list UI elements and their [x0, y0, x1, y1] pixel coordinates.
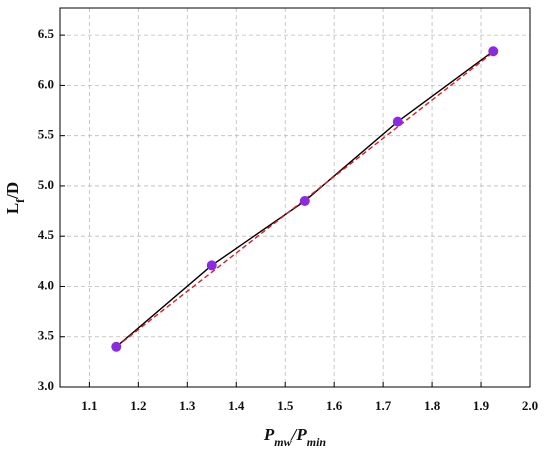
y-tick-label: 6.5 [38, 26, 55, 41]
x-tick-label: 1.2 [130, 398, 146, 413]
x-tick-label: 2.0 [522, 398, 538, 413]
y-tick-label: 4.0 [38, 277, 54, 292]
data-point [206, 260, 217, 271]
label-subscript: min [307, 435, 327, 449]
x-tick-label: 1.9 [473, 398, 490, 413]
x-tick-label: 1.5 [277, 398, 294, 413]
y-tick-label: 5.5 [38, 127, 55, 142]
label-subscript: f [13, 198, 27, 203]
x-tick-label: 1.3 [179, 398, 196, 413]
label-subscript: mw [274, 435, 292, 449]
y-tick-label: 3.5 [38, 328, 55, 343]
x-tick-label: 1.4 [228, 398, 245, 413]
data-point [488, 46, 499, 57]
label-text: /P [290, 425, 308, 444]
data-point [392, 116, 403, 127]
x-tick-label: 1.7 [375, 398, 392, 413]
y-tick-label: 5.0 [38, 177, 54, 192]
plot-frame [59, 7, 531, 388]
y-tick-label: 6.0 [38, 76, 54, 91]
data-point [111, 341, 122, 352]
y-axis-label: Lf/D [3, 182, 27, 214]
x-tick-label: 1.8 [424, 398, 441, 413]
label-text: P [263, 425, 275, 444]
label-text: /D [3, 182, 22, 200]
y-tick-label: 3.0 [38, 378, 54, 393]
label-text: L [3, 203, 22, 214]
x-tick-label: 1.1 [81, 398, 97, 413]
x-axis-label: Pmw/Pmin [263, 425, 327, 449]
data-point [299, 196, 310, 207]
x-tick-label: 1.6 [326, 398, 343, 413]
y-tick-label: 4.5 [38, 227, 55, 242]
